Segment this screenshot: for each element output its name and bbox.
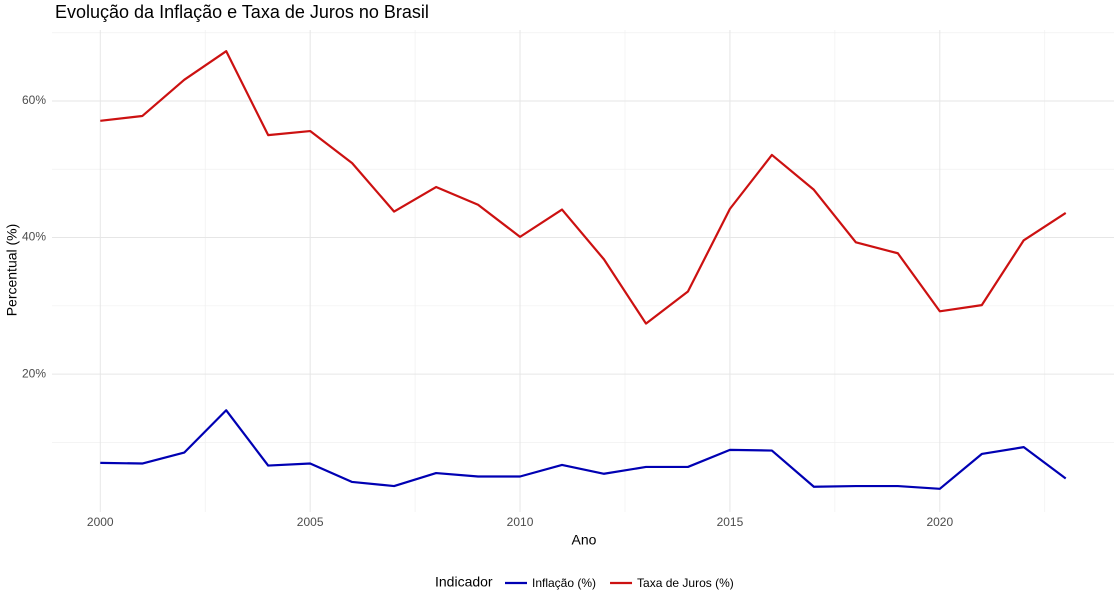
series-line — [100, 409, 1067, 490]
chart-title: Evolução da Inflação e Taxa de Juros no … — [55, 2, 429, 22]
y-axis-label: Percentual (%) — [4, 224, 20, 317]
legend-label: Inflação (%) — [532, 576, 596, 590]
x-tick-label: 2000 — [87, 515, 114, 529]
x-tick-label: 2010 — [507, 515, 534, 529]
legend-title: Indicador — [435, 574, 493, 590]
legend-label: Taxa de Juros (%) — [637, 576, 734, 590]
x-tick-label: 2005 — [297, 515, 324, 529]
series-line — [100, 50, 1067, 325]
y-tick-label: 40% — [22, 230, 46, 244]
x-axis-label: Ano — [572, 532, 597, 548]
x-tick-label: 2020 — [926, 515, 953, 529]
y-tick-label: 60% — [22, 93, 46, 107]
x-tick-label: 2015 — [717, 515, 744, 529]
y-tick-label: 20% — [22, 366, 46, 380]
